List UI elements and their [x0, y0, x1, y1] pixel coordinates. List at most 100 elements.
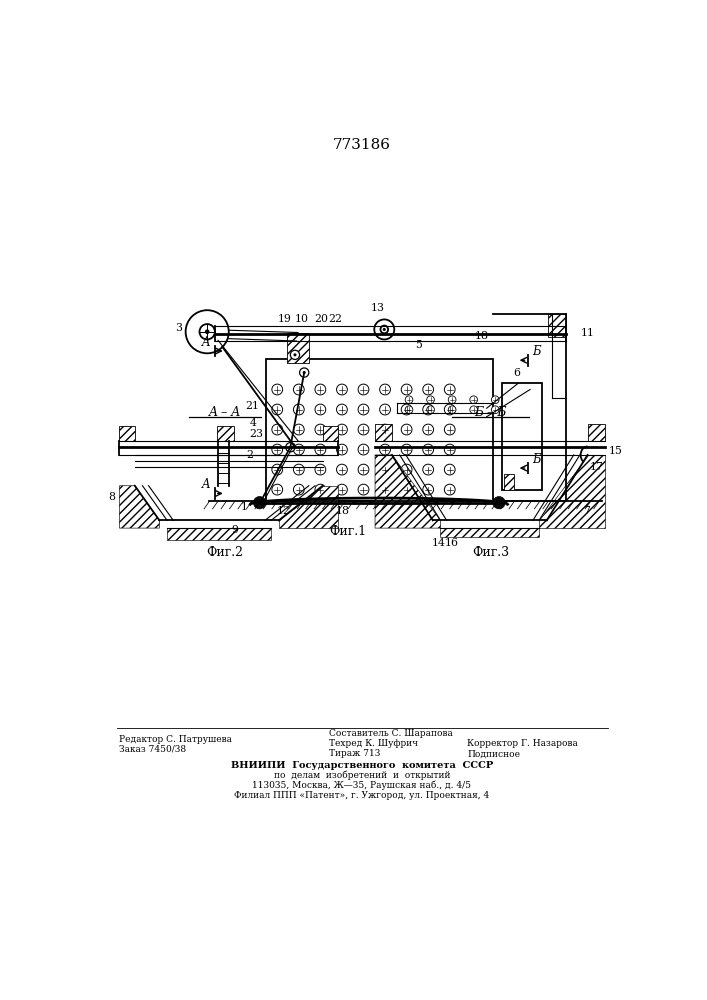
Circle shape — [272, 424, 283, 435]
Circle shape — [293, 444, 304, 455]
Circle shape — [423, 384, 433, 395]
Bar — [440, 528, 539, 537]
Circle shape — [448, 396, 456, 404]
Circle shape — [304, 501, 308, 505]
Circle shape — [288, 501, 291, 505]
Text: 23: 23 — [250, 429, 264, 439]
Circle shape — [186, 310, 229, 353]
Text: Редактор С. Патрушева: Редактор С. Патрушева — [119, 735, 233, 744]
Circle shape — [293, 353, 296, 356]
Text: 22: 22 — [328, 314, 342, 324]
Text: A: A — [201, 336, 210, 349]
Circle shape — [418, 501, 422, 505]
Text: 18: 18 — [474, 331, 489, 341]
Bar — [119, 426, 135, 441]
Circle shape — [358, 424, 369, 435]
Bar — [287, 333, 309, 363]
Text: Тираж 713: Тираж 713 — [329, 749, 380, 758]
Circle shape — [293, 484, 304, 495]
Text: Фиг.3: Фиг.3 — [472, 546, 509, 559]
Circle shape — [293, 424, 304, 435]
Bar — [322, 426, 338, 441]
Circle shape — [402, 464, 412, 475]
Circle shape — [402, 484, 412, 495]
Text: Заказ 7450/38: Заказ 7450/38 — [119, 745, 187, 754]
Circle shape — [444, 464, 455, 475]
Circle shape — [253, 497, 266, 509]
Text: 5: 5 — [416, 340, 422, 350]
Circle shape — [444, 404, 455, 415]
Bar — [375, 424, 392, 441]
Text: 16: 16 — [444, 538, 458, 548]
Circle shape — [402, 424, 412, 435]
Circle shape — [405, 406, 413, 414]
Circle shape — [380, 326, 388, 333]
Text: ВНИИПИ  Государственного  комитета  СССР: ВНИИПИ Государственного комитета СССР — [230, 761, 493, 770]
Circle shape — [483, 501, 487, 505]
Text: 17: 17 — [590, 462, 604, 472]
Circle shape — [402, 384, 412, 395]
Circle shape — [470, 396, 477, 404]
Circle shape — [205, 329, 209, 334]
Text: 13: 13 — [371, 303, 385, 313]
Circle shape — [337, 424, 347, 435]
Circle shape — [300, 368, 309, 377]
Circle shape — [423, 404, 433, 415]
Circle shape — [380, 424, 390, 435]
Polygon shape — [279, 486, 338, 528]
Bar — [547, 314, 566, 337]
Circle shape — [358, 484, 369, 495]
Circle shape — [450, 501, 455, 505]
Text: 4: 4 — [250, 418, 257, 428]
Circle shape — [448, 406, 456, 414]
Circle shape — [286, 443, 295, 452]
Circle shape — [423, 484, 433, 495]
Circle shape — [337, 384, 347, 395]
Text: Составитель С. Шарапова: Составитель С. Шарапова — [329, 729, 452, 738]
Circle shape — [423, 464, 433, 475]
Circle shape — [315, 424, 326, 435]
Circle shape — [337, 501, 341, 505]
Text: Подписное: Подписное — [467, 749, 520, 758]
Text: 6: 6 — [513, 368, 520, 378]
Circle shape — [271, 501, 275, 505]
Circle shape — [303, 371, 305, 374]
Text: 12: 12 — [277, 506, 291, 516]
Circle shape — [405, 396, 413, 404]
Text: 11: 11 — [580, 328, 595, 338]
Text: 15: 15 — [608, 446, 622, 456]
Circle shape — [380, 444, 390, 455]
Text: Б – Б: Б – Б — [474, 406, 507, 419]
Circle shape — [358, 464, 369, 475]
Circle shape — [385, 501, 390, 505]
Circle shape — [402, 404, 412, 415]
Text: 773186: 773186 — [333, 138, 391, 152]
Circle shape — [358, 404, 369, 415]
Text: 20: 20 — [314, 314, 328, 324]
Circle shape — [353, 501, 357, 505]
Circle shape — [434, 501, 438, 505]
Text: 10: 10 — [295, 314, 309, 324]
Circle shape — [423, 424, 433, 435]
Circle shape — [293, 464, 304, 475]
Circle shape — [315, 444, 326, 455]
Circle shape — [382, 328, 386, 331]
Bar — [266, 359, 493, 501]
Text: 1: 1 — [240, 502, 247, 512]
Text: 113035, Москва, Ж—35, Раушская наб., д. 4/5: 113035, Москва, Ж—35, Раушская наб., д. … — [252, 781, 472, 790]
Text: 3: 3 — [175, 323, 182, 333]
Polygon shape — [375, 455, 440, 528]
Circle shape — [467, 501, 471, 505]
Circle shape — [380, 404, 390, 415]
Circle shape — [491, 406, 499, 414]
Polygon shape — [119, 486, 160, 528]
Circle shape — [444, 424, 455, 435]
Bar — [217, 426, 234, 441]
Text: 14: 14 — [432, 538, 446, 548]
Text: 9: 9 — [231, 525, 238, 535]
Circle shape — [272, 404, 283, 415]
Circle shape — [423, 444, 433, 455]
Circle shape — [337, 464, 347, 475]
Circle shape — [380, 484, 390, 495]
Circle shape — [491, 396, 499, 404]
